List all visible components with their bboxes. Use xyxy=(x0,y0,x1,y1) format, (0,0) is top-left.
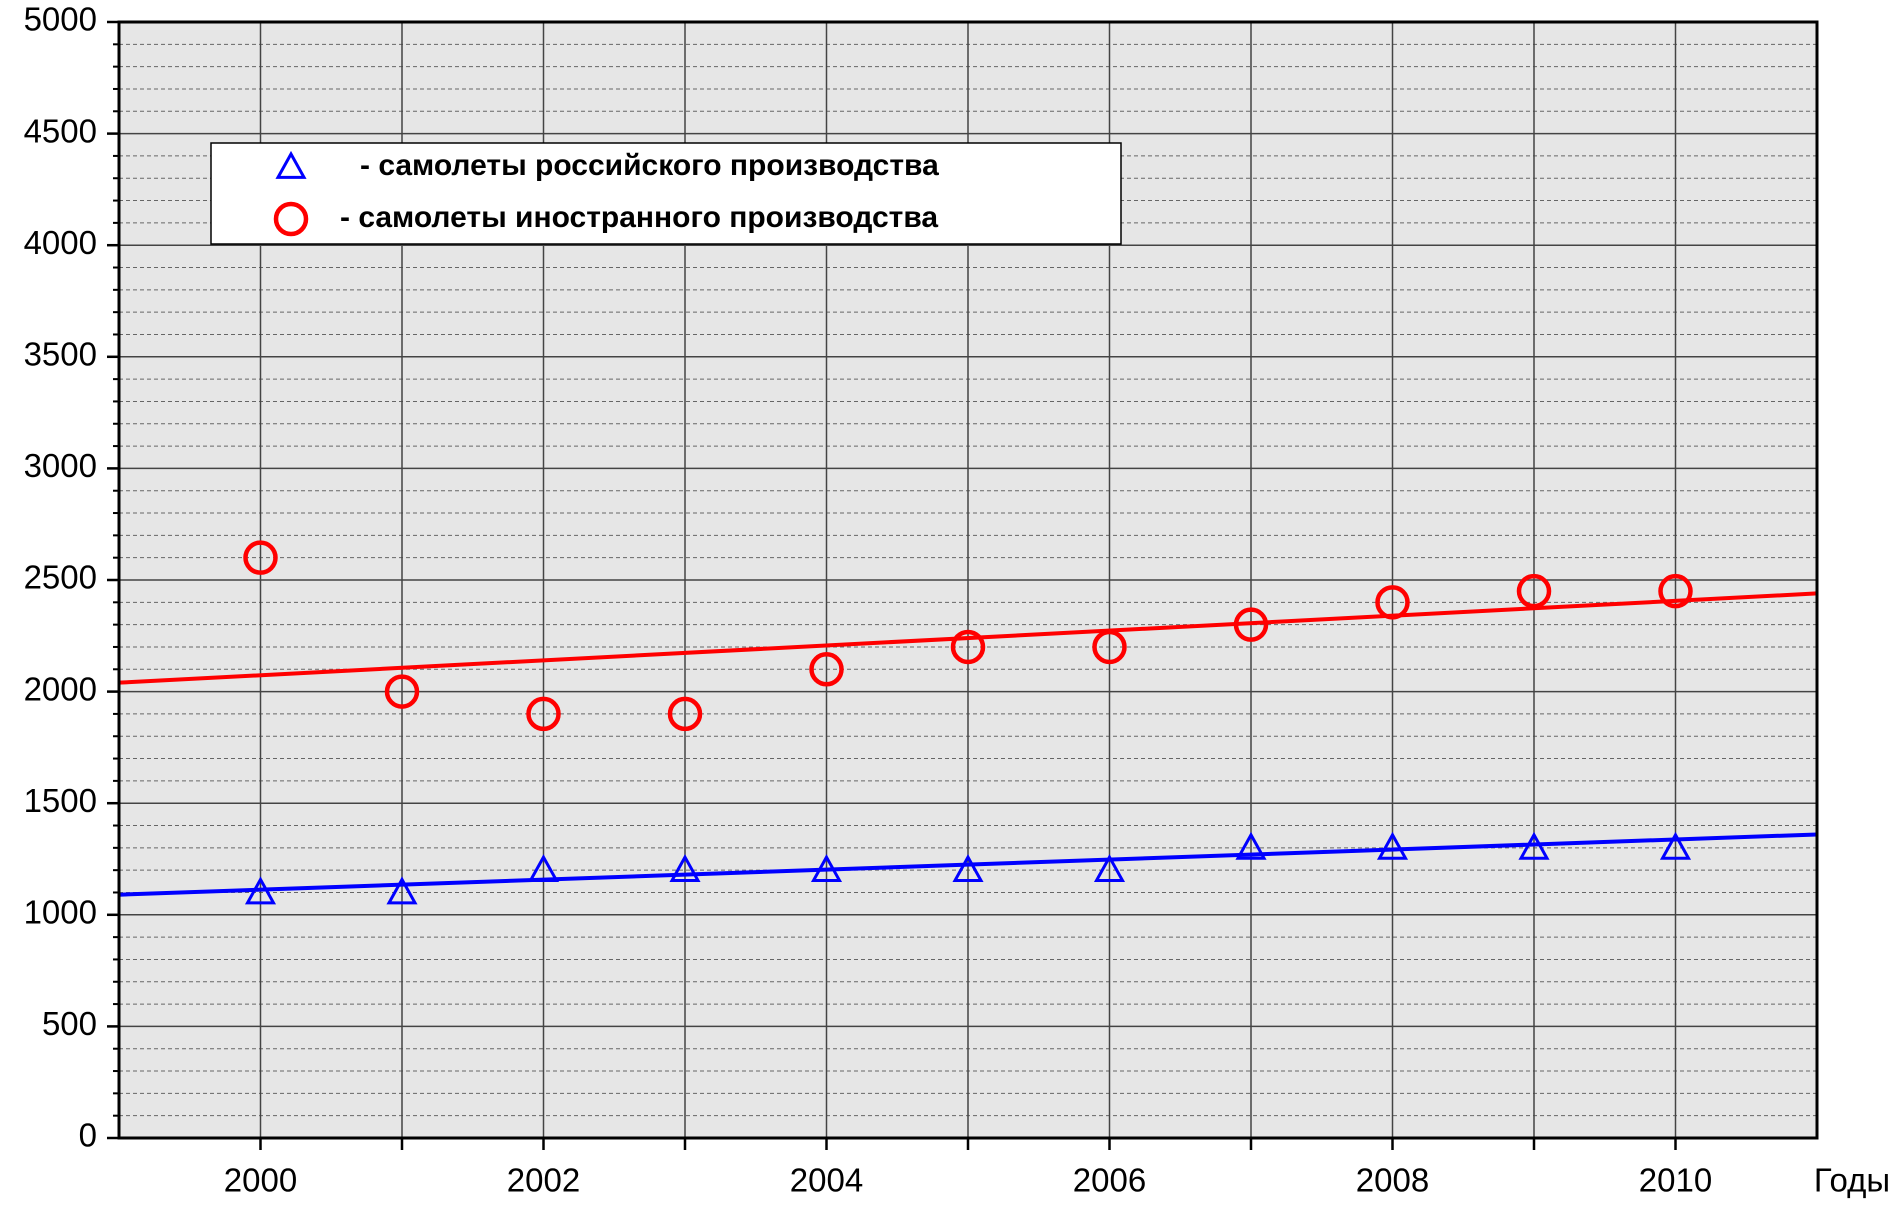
triangle-marker xyxy=(1376,831,1409,860)
x-tick-label: 2000 xyxy=(224,1162,297,1199)
y-tick-label: 3500 xyxy=(24,336,97,373)
legend-label: - самолеты российского производства xyxy=(360,149,939,182)
y-tick-label: 0 xyxy=(79,1117,97,1154)
circle-marker xyxy=(950,629,986,665)
triangle-marker xyxy=(1518,831,1550,860)
x-tick-label: 2008 xyxy=(1356,1162,1429,1199)
circle-marker xyxy=(1658,573,1693,609)
y-tick-label: 1000 xyxy=(24,894,97,931)
circle-marker xyxy=(1233,607,1269,642)
circle-marker xyxy=(1375,585,1410,620)
y-tick-label: 1500 xyxy=(24,782,97,819)
circle-marker xyxy=(809,652,844,687)
circle-marker xyxy=(1092,629,1127,665)
triangle-marker xyxy=(669,854,701,883)
triangle-marker xyxy=(952,854,984,883)
circle-marker xyxy=(1516,573,1552,609)
x-axis-label: Годы xyxy=(1814,1162,1890,1199)
circle-marker xyxy=(384,674,420,709)
legend-label: - самолеты иностранного производства xyxy=(340,201,938,234)
x-tick-label: 2002 xyxy=(507,1162,580,1199)
triangle-marker xyxy=(1093,854,1126,883)
circle-marker xyxy=(526,696,561,732)
y-tick-label: 2000 xyxy=(24,670,97,707)
y-tick-label: 500 xyxy=(42,1005,97,1042)
y-tick-label: 2500 xyxy=(24,559,97,596)
circle-marker xyxy=(243,540,278,575)
x-tick-label: 2004 xyxy=(790,1162,863,1199)
y-tick-label: 5000 xyxy=(24,1,97,38)
y-tick-label: 3000 xyxy=(24,447,97,484)
triangle-marker xyxy=(244,876,277,905)
y-tick-label: 4500 xyxy=(24,112,97,149)
plot-frame xyxy=(117,20,1819,1140)
x-tick-label: 2006 xyxy=(1073,1162,1146,1199)
trend-line xyxy=(118,832,1818,897)
triangle-marker xyxy=(1659,831,1692,860)
legend: - самолеты российского производства - сам… xyxy=(210,142,1122,245)
legend-box xyxy=(210,142,1122,245)
circle-marker xyxy=(273,201,309,237)
triangle-marker xyxy=(1235,831,1267,860)
triangle-marker xyxy=(275,150,307,179)
triangle-marker xyxy=(527,854,560,883)
y-tick-label: 4000 xyxy=(24,224,97,261)
triangle-marker xyxy=(810,854,843,883)
circle-marker xyxy=(667,696,703,732)
marks xyxy=(118,540,1818,905)
x-tick-label: 2010 xyxy=(1639,1162,1712,1199)
triangle-marker xyxy=(386,876,418,905)
